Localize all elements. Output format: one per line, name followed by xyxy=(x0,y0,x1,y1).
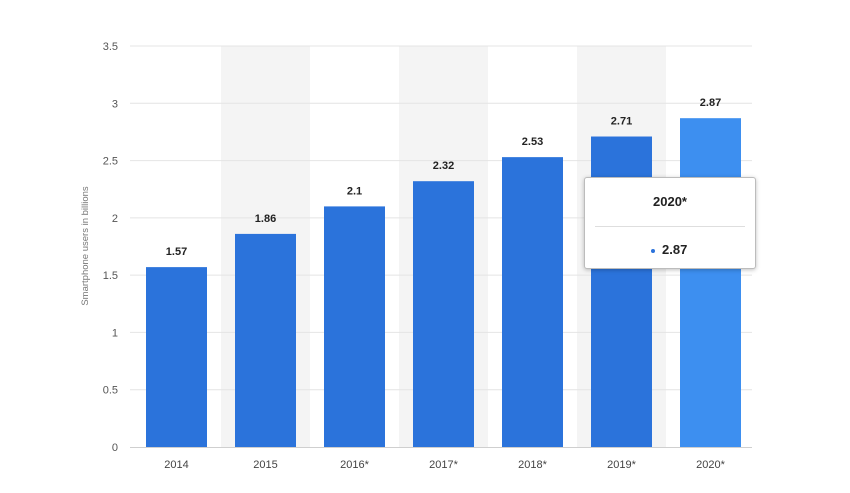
y-axis-ticks: 0 0.5 1 1.5 2 2.5 3 3.5 xyxy=(103,41,118,454)
data-label: 1.57 xyxy=(166,246,187,258)
x-tick-label: 2020* xyxy=(696,459,725,471)
bar-2017[interactable] xyxy=(413,181,474,448)
tooltip: 2020* 2.87 xyxy=(584,177,756,269)
bar-2015[interactable] xyxy=(235,233,296,447)
bar-2016[interactable] xyxy=(324,206,385,447)
y-tick-label: 1 xyxy=(112,327,118,339)
x-tick-label: 2015 xyxy=(253,459,277,471)
y-tick-label: 0.5 xyxy=(103,385,118,397)
x-tick-label: 2014 xyxy=(164,459,188,471)
x-tick-label: 2017* xyxy=(429,459,458,471)
y-tick-label: 2.5 xyxy=(103,156,118,168)
bar-2020[interactable] xyxy=(680,118,741,448)
data-label: 2.32 xyxy=(433,160,454,172)
y-tick-label: 1.5 xyxy=(103,270,118,282)
tooltip-value: 2.87 xyxy=(662,242,688,257)
tooltip-divider xyxy=(595,226,745,227)
y-tick-label: 2 xyxy=(112,213,118,225)
y-axis-title: Smartphone users in billions xyxy=(80,186,91,306)
tooltip-title: 2020* xyxy=(653,194,687,209)
tooltip-value-row: 2.87 xyxy=(651,242,687,257)
bar-2018[interactable] xyxy=(502,157,563,448)
y-tick-label: 3.5 xyxy=(103,41,118,53)
data-label: 2.87 xyxy=(700,97,721,109)
data-label: 2.53 xyxy=(522,136,543,148)
series-dot-icon xyxy=(651,248,655,253)
data-label: 2.1 xyxy=(347,185,362,197)
data-label: 2.71 xyxy=(611,116,632,128)
y-tick-label: 3 xyxy=(112,98,118,110)
bars xyxy=(146,118,741,448)
data-label: 1.86 xyxy=(255,213,276,225)
x-tick-label: 2016* xyxy=(340,459,369,471)
x-tick-label: 2019* xyxy=(607,459,636,471)
y-tick-label: 0 xyxy=(112,442,118,454)
x-tick-label: 2018* xyxy=(518,459,547,471)
x-axis-labels: 2014 2015 2016* 2017* 2018* 2019* 2020* xyxy=(164,459,725,471)
data-labels: 1.57 1.86 2.1 2.32 2.53 2.71 2.87 xyxy=(166,97,721,258)
bar-2014[interactable] xyxy=(146,267,207,447)
